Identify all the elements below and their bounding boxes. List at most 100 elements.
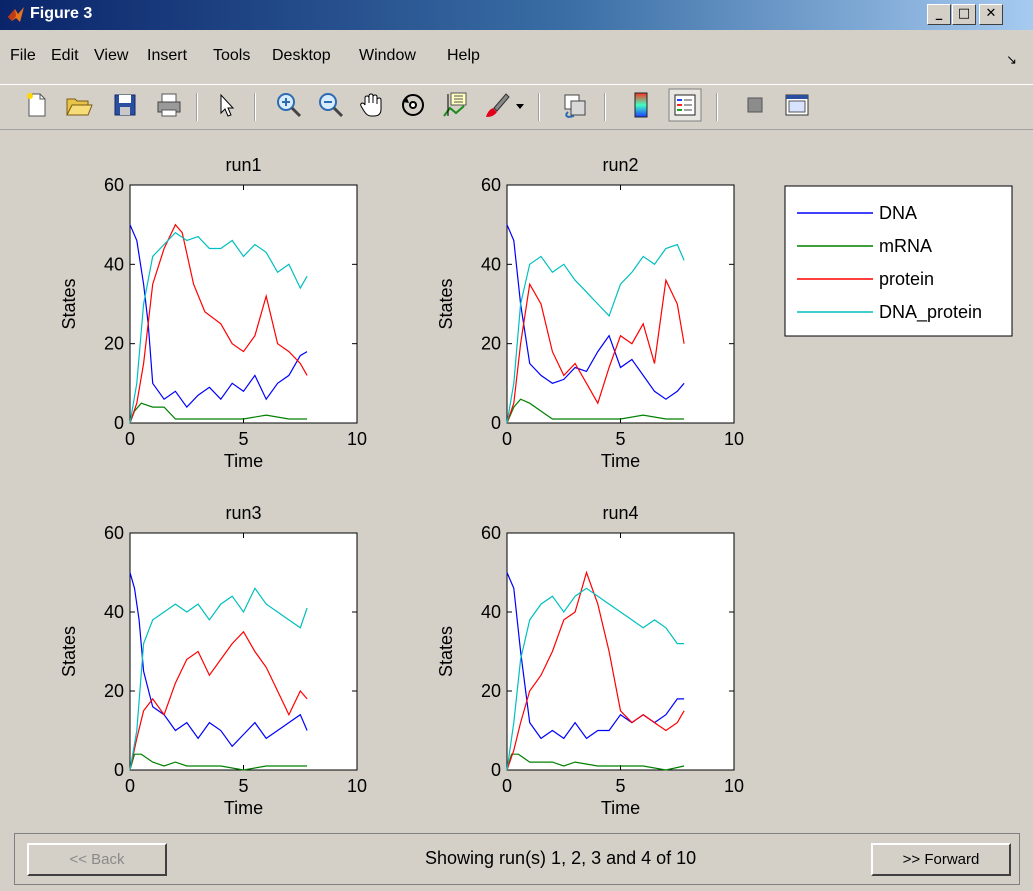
forward-button[interactable]: >> Forward bbox=[871, 843, 1011, 876]
x-axis-label: Time bbox=[224, 451, 263, 471]
series-dna-protein-line bbox=[129, 587, 308, 771]
select-arrow-icon[interactable] bbox=[212, 90, 242, 120]
x-tick-label: 10 bbox=[347, 776, 367, 796]
subplot-title: run2 bbox=[602, 155, 638, 175]
y-tick-label: 60 bbox=[104, 175, 124, 195]
x-tick-label: 0 bbox=[502, 776, 512, 796]
window-title: Figure 3 bbox=[30, 5, 93, 22]
maximize-button[interactable]: □ bbox=[952, 4, 976, 25]
toolbar-separator bbox=[196, 93, 198, 121]
data-cursor-icon[interactable] bbox=[440, 90, 470, 120]
x-tick-label: 5 bbox=[615, 429, 625, 449]
x-tick-label: 10 bbox=[724, 429, 744, 449]
y-axis-label: States bbox=[436, 278, 456, 329]
series-mrna-line bbox=[506, 398, 685, 424]
y-tick-label: 40 bbox=[481, 254, 501, 274]
menu-edit[interactable]: Edit bbox=[51, 47, 79, 64]
y-axis-label: States bbox=[436, 626, 456, 677]
toolbar bbox=[0, 84, 1033, 130]
x-tick-label: 0 bbox=[125, 429, 135, 449]
axes-box bbox=[129, 532, 358, 771]
title-bar[interactable]: Figure 3 _ □ ✕ bbox=[0, 0, 1033, 30]
y-tick-label: 20 bbox=[104, 681, 124, 701]
zoom-in-icon[interactable] bbox=[274, 90, 304, 120]
menu-insert[interactable]: Insert bbox=[147, 47, 188, 64]
subplot-title: run1 bbox=[225, 155, 261, 175]
brush-icon[interactable] bbox=[482, 90, 512, 120]
dock-arrow-icon[interactable]: ↘ bbox=[1006, 53, 1017, 68]
navigation-bar: << Back Showing run(s) 1, 2, 3 and 4 of … bbox=[14, 833, 1020, 885]
series-dna-line bbox=[506, 224, 685, 400]
open-file-icon[interactable] bbox=[64, 90, 94, 120]
x-tick-label: 10 bbox=[724, 776, 744, 796]
menu-help[interactable]: Help bbox=[447, 47, 480, 64]
figure-canvas: 0 20 40 60 0 5 10 run1 Time States 0 20 40 60 0 5 10 run2… bbox=[59, 155, 1013, 818]
colorbar-icon[interactable] bbox=[626, 90, 656, 120]
y-tick-label: 60 bbox=[481, 175, 501, 195]
series-protein-line bbox=[129, 630, 308, 771]
y-tick-label: 40 bbox=[104, 602, 124, 622]
run-status-text: Showing run(s) 1, 2, 3 and 4 of 10 bbox=[425, 848, 697, 868]
x-axis-label: Time bbox=[601, 798, 640, 818]
x-tick-label: 0 bbox=[125, 776, 135, 796]
new-figure-icon[interactable] bbox=[22, 90, 52, 120]
y-tick-label: 40 bbox=[481, 602, 501, 622]
y-tick-label: 40 bbox=[104, 254, 124, 274]
series-mrna-line bbox=[129, 402, 308, 424]
series-dna-protein-line bbox=[506, 243, 685, 424]
menu-desktop[interactable]: Desktop bbox=[272, 47, 331, 64]
matlab-logo-icon bbox=[8, 7, 24, 22]
toolbar-separator bbox=[254, 93, 256, 121]
x-tick-label: 0 bbox=[502, 429, 512, 449]
y-tick-label: 60 bbox=[481, 523, 501, 543]
y-tick-label: 0 bbox=[491, 413, 501, 433]
pan-hand-icon[interactable] bbox=[356, 90, 386, 120]
y-tick-label: 20 bbox=[481, 681, 501, 701]
save-icon[interactable] bbox=[110, 90, 140, 120]
legend-label-mrna: mRNA bbox=[879, 236, 932, 256]
rotate-3d-icon[interactable] bbox=[398, 90, 428, 120]
back-button[interactable]: << Back bbox=[27, 843, 167, 876]
legend-box bbox=[784, 185, 1013, 337]
subplot-run2: 0 20 40 60 0 5 10 run2 Time States bbox=[436, 155, 744, 471]
link-plot-icon[interactable] bbox=[560, 90, 590, 120]
legend: DNA mRNA protein DNA_protein bbox=[784, 185, 1013, 337]
axes-box bbox=[506, 184, 735, 424]
toolbar-separator bbox=[716, 93, 718, 121]
subplot-run3: 0 20 40 60 0 5 10 run3 Time States bbox=[59, 503, 367, 818]
axes-box bbox=[506, 532, 735, 771]
y-tick-label: 0 bbox=[114, 760, 124, 780]
menu-file[interactable]: File bbox=[10, 47, 36, 64]
x-tick-label: 5 bbox=[238, 776, 248, 796]
menu-window[interactable]: Window bbox=[359, 47, 416, 64]
minimize-button[interactable]: _ bbox=[927, 4, 951, 25]
print-icon[interactable] bbox=[154, 90, 184, 120]
subplot-title: run3 bbox=[225, 503, 261, 523]
series-mrna-line bbox=[129, 753, 308, 771]
legend-label-dna: DNA bbox=[879, 203, 917, 223]
brush-dropdown-icon[interactable] bbox=[512, 90, 528, 120]
series-protein-line bbox=[129, 223, 308, 424]
y-tick-label: 0 bbox=[114, 413, 124, 433]
x-axis-label: Time bbox=[224, 798, 263, 818]
menu-view[interactable]: View bbox=[94, 47, 129, 64]
y-tick-label: 20 bbox=[481, 334, 501, 354]
y-axis-label: States bbox=[59, 626, 79, 677]
menu-tools[interactable]: Tools bbox=[213, 47, 251, 64]
zoom-out-icon[interactable] bbox=[316, 90, 346, 120]
series-dna-protein-line bbox=[506, 587, 685, 771]
y-tick-label: 60 bbox=[104, 523, 124, 543]
show-plot-tools-icon[interactable] bbox=[782, 90, 812, 120]
y-tick-label: 20 bbox=[104, 334, 124, 354]
toolbar-separator bbox=[604, 93, 606, 121]
subplot-run4: 0 20 40 60 0 5 10 run4 Time States bbox=[436, 503, 744, 818]
legend-label-protein: protein bbox=[879, 269, 934, 289]
legend-icon[interactable] bbox=[668, 88, 702, 122]
subplot-title: run4 bbox=[602, 503, 638, 523]
close-button[interactable]: ✕ bbox=[979, 4, 1003, 25]
x-tick-label: 5 bbox=[615, 776, 625, 796]
x-tick-label: 10 bbox=[347, 429, 367, 449]
hide-plot-tools-icon[interactable] bbox=[740, 90, 770, 120]
series-mrna-line bbox=[506, 753, 685, 771]
